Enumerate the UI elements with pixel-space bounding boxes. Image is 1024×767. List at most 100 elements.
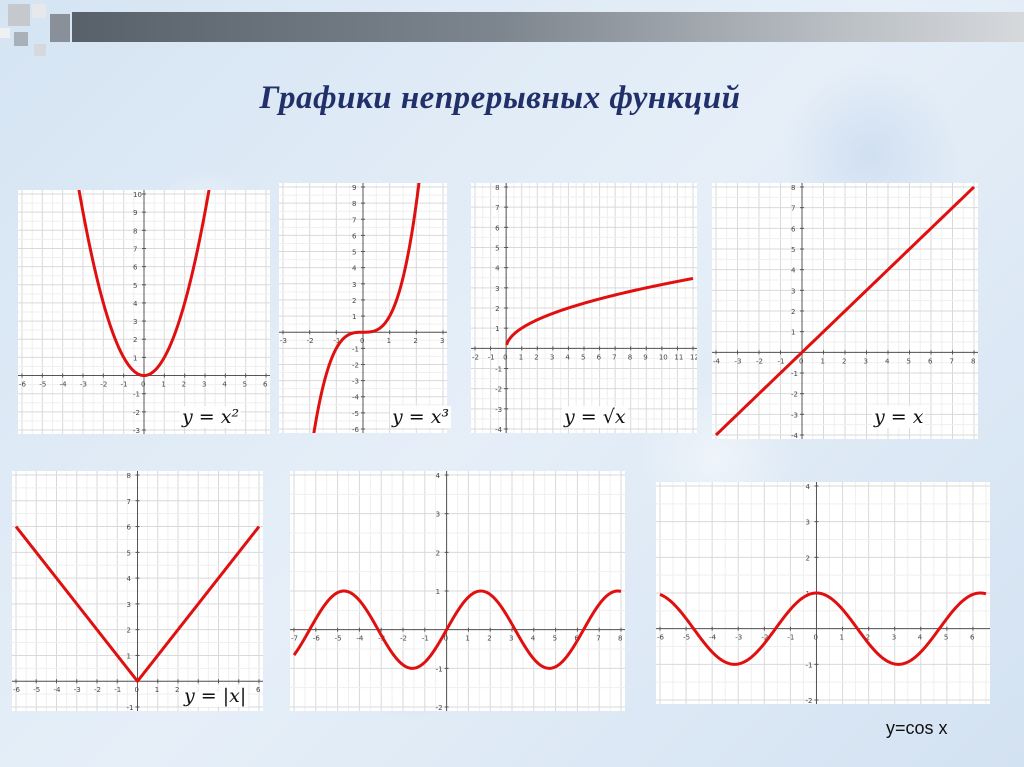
y-tick-label: 2 [791,308,795,316]
x-tick-label: -2 [472,353,479,361]
x-tick-label: 2 [866,634,870,642]
y-tick-label: -2 [352,361,359,369]
x-tick-label: 12 [690,353,697,361]
grid [471,183,697,433]
y-tick-label: -1 [791,370,798,378]
x-tick-label: 5 [243,381,247,389]
y-tick-label: -2 [805,697,812,704]
x-tick-label: 0 [799,357,803,365]
title-bar-gradient [72,12,1024,42]
x-tick-label: 5 [581,353,585,361]
decor-square [34,44,46,56]
x-tick-label: -7 [291,635,298,643]
x-tick-label: -6 [657,634,665,642]
y-tick-label: 6 [495,224,500,232]
x-tick-label: 5 [944,634,948,642]
x-tick-label: -2 [756,357,763,365]
x-tick-label: -1 [778,357,785,365]
y-tick-label: -3 [352,378,359,386]
x-tick-label: 11 [674,353,683,361]
chart-panel-cubic: -3 -2 -1 0 1 2 3 -6 -5 -4 -3 -2 -1 1 2 3 4 5 6 7 8 9 y = x³ [279,183,452,433]
y-tick-label: 8 [495,184,499,192]
y-tick-label: 5 [352,249,356,257]
x-tick-label: -3 [280,337,287,345]
page-title: Графики непрерывных функций [259,80,741,116]
x-tick-label: 6 [256,686,261,694]
x-tick-label: 0 [360,337,364,345]
x-tick-label: -1 [422,635,429,643]
x-tick-label: -2 [761,634,768,642]
x-tick-label: 2 [182,381,186,389]
y-tick-label: 3 [127,601,131,609]
y-tick-label: 3 [495,285,499,293]
y-tick-label: 10 [133,191,142,199]
y-tick-label: 8 [791,184,795,192]
x-tick-label: 9 [643,353,647,361]
y-tick-label: 5 [791,246,795,254]
y-tick-label: -2 [495,386,502,394]
y-tick-label: 4 [133,300,138,308]
y-tick-label: -2 [791,391,798,399]
x-tick-label: 8 [628,353,632,361]
series-line [659,591,987,666]
y-tick-label: 6 [791,225,796,233]
title-bar-decoration [0,0,1024,60]
x-tick-label: -4 [709,634,717,642]
formula-label: y = x³ [390,406,452,428]
y-tick-label: -6 [352,426,360,433]
x-tick-label: 6 [597,353,602,361]
y-tick-label: -1 [495,366,502,374]
x-tick-label: 5 [907,357,911,365]
x-tick-label: 2 [175,686,179,694]
x-tick-label: 1 [465,635,469,643]
chart-panel-cos: -6 -5 -4 -3 -2 -1 0 1 2 3 4 5 6 -2 -1 1 2 3 4 [656,482,990,704]
x-tick-label: -5 [33,686,40,694]
x-tick-label: 2 [487,635,491,643]
x-tick-label: -1 [121,381,128,389]
y-tick-label: 4 [791,267,796,275]
y-tick-label: -1 [436,665,443,673]
series-line [312,183,421,433]
formula-label: y = |x| [182,685,249,707]
x-tick-label: 4 [565,353,570,361]
x-tick-label: 6 [928,357,933,365]
x-tick-label: 0 [813,634,817,642]
x-tick-label: 1 [821,357,825,365]
y-tick-label: 6 [133,264,138,272]
y-tick-label: 3 [805,519,809,527]
y-tick-label: 1 [133,354,137,362]
y-tick-label: 2 [436,549,440,557]
formula-label: y = x [872,406,926,428]
x-tick-label: -6 [13,686,21,694]
x-tick-label: 7 [596,635,600,643]
y-tick-label: 1 [495,325,499,333]
x-tick-label: 3 [550,353,554,361]
chart-panel-parabola: -6 -5 -4 -3 -2 -1 0 1 2 3 4 5 6 -3 -2 -1 1 2 3 4 5 6 7 8 9 10 y =… [18,190,270,434]
x-tick-label: 3 [440,337,444,345]
series-line [714,185,976,437]
y-tick-label: 8 [133,227,137,235]
x-tick-label: -5 [683,634,690,642]
y-tick-label: -2 [133,409,140,417]
x-tick-label: -5 [39,381,46,389]
x-tick-label: 7 [612,353,616,361]
y-tick-label: -1 [127,704,134,711]
x-tick-label: -2 [100,381,107,389]
x-tick-label: 4 [918,634,923,642]
x-tick-label: 6 [263,381,268,389]
x-tick-label: 1 [519,353,523,361]
y-tick-label: 1 [791,329,795,337]
y-tick-label: 4 [436,472,441,480]
x-tick-label: 1 [161,381,165,389]
series-line [14,525,261,683]
y-tick-label: 1 [352,313,356,321]
x-tick-label: -3 [735,634,742,642]
y-tick-label: -3 [133,427,140,434]
x-tick-label: -1 [488,353,495,361]
y-tick-label: 6 [127,524,132,532]
